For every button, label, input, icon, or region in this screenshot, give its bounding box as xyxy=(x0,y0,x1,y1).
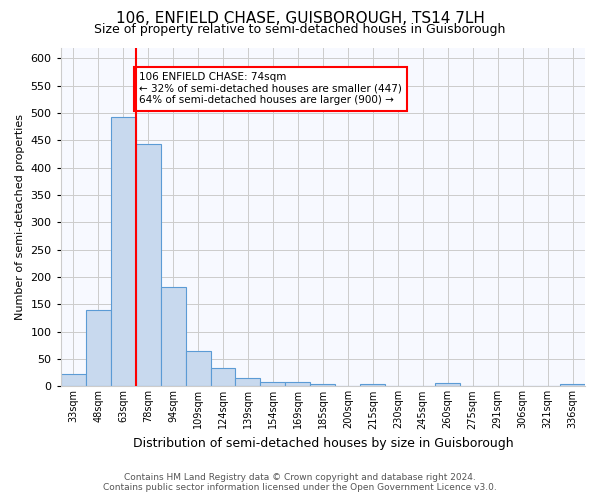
Bar xyxy=(211,368,235,386)
Bar xyxy=(136,144,161,386)
Text: Contains HM Land Registry data © Crown copyright and database right 2024.
Contai: Contains HM Land Registry data © Crown c… xyxy=(103,473,497,492)
Bar xyxy=(235,378,260,386)
Bar xyxy=(560,384,585,386)
Bar xyxy=(310,384,335,386)
Text: Size of property relative to semi-detached houses in Guisborough: Size of property relative to semi-detach… xyxy=(94,24,506,36)
Bar xyxy=(260,382,286,386)
Text: 106 ENFIELD CHASE: 74sqm
← 32% of semi-detached houses are smaller (447)
64% of : 106 ENFIELD CHASE: 74sqm ← 32% of semi-d… xyxy=(139,72,402,106)
Bar xyxy=(161,287,185,386)
Y-axis label: Number of semi-detached properties: Number of semi-detached properties xyxy=(15,114,25,320)
Bar xyxy=(286,382,310,386)
Text: 106, ENFIELD CHASE, GUISBOROUGH, TS14 7LH: 106, ENFIELD CHASE, GUISBOROUGH, TS14 7L… xyxy=(116,11,484,26)
X-axis label: Distribution of semi-detached houses by size in Guisborough: Distribution of semi-detached houses by … xyxy=(133,437,513,450)
Bar xyxy=(110,117,136,386)
Bar xyxy=(61,374,86,386)
Bar xyxy=(185,351,211,386)
Bar xyxy=(86,310,110,386)
Bar xyxy=(361,384,385,386)
Bar xyxy=(435,383,460,386)
